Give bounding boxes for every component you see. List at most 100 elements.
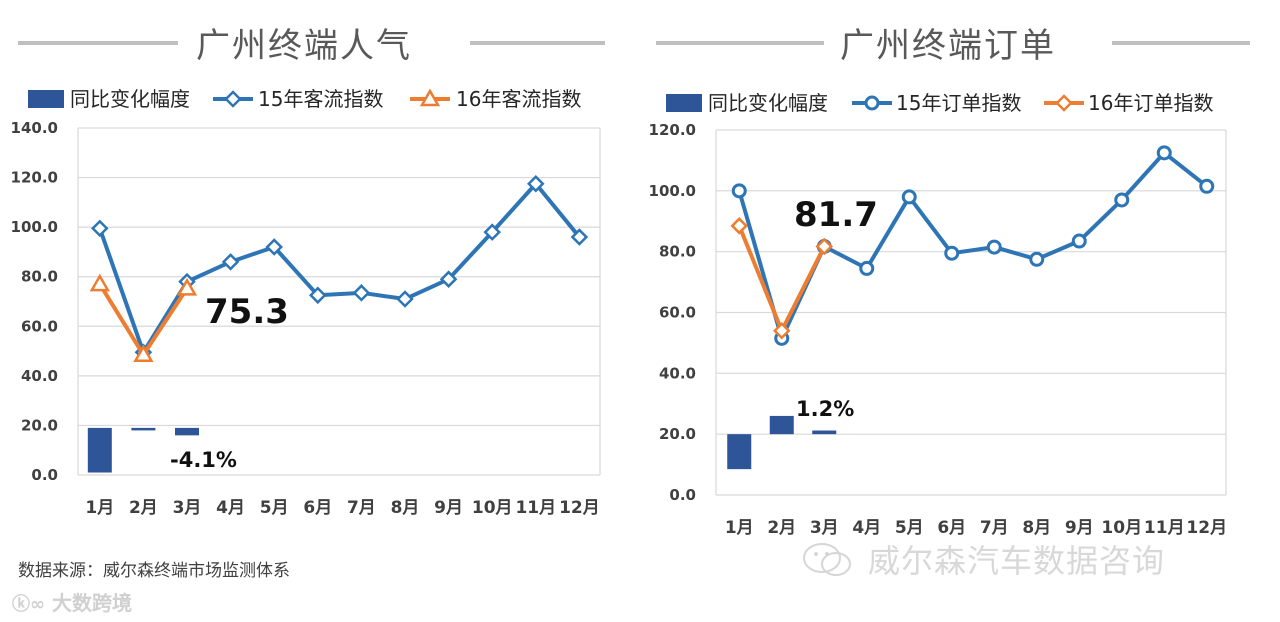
legend-series2-label: 16年订单指数	[1088, 91, 1213, 115]
y-tick-label: 40.0	[659, 364, 696, 382]
y-tick-label: 0.0	[31, 466, 58, 484]
wechat-icon	[803, 543, 851, 576]
x-tick-label: 10月	[472, 498, 513, 518]
chart1-callout-label: 75.3	[205, 292, 289, 332]
point-marker	[730, 217, 749, 235]
y-tick-label: 20.0	[659, 425, 696, 443]
x-tick-label: 1月	[725, 518, 754, 538]
x-tick-label: 8月	[1022, 518, 1051, 538]
point-marker	[439, 270, 458, 288]
legend-series2-marker	[1055, 94, 1073, 112]
series-line	[737, 150, 1208, 341]
chart2-plot: 0.0 20.0 40.0 60.0 80.0 100.0 120.0 1月 2月 3月 4月 5月 6…	[649, 121, 1228, 538]
point-marker	[309, 286, 327, 305]
watermark-right: 威尔森汽车数据咨询	[868, 542, 1166, 580]
y-tick-label: 40.0	[21, 367, 58, 385]
x-tick-label: 1月	[85, 498, 114, 518]
legend-series1-label: 15年客流指数	[258, 87, 383, 111]
chart1-legend: 同比变化幅度 15年客流指数 16年客流指数	[28, 87, 581, 111]
point-marker	[815, 237, 834, 256]
title-rule-right	[470, 41, 605, 45]
x-tick-label: 9月	[434, 498, 463, 518]
watermark-logo-icon: ⓚ∞	[12, 594, 45, 615]
data-source-note: 数据来源：威尔森终端市场监测体系	[18, 561, 290, 581]
y-tick-label: 100.0	[11, 218, 58, 236]
title-rule-left	[656, 41, 824, 45]
point-marker	[221, 253, 240, 271]
point-marker	[986, 239, 1002, 255]
x-tick-label: 11月	[515, 498, 556, 518]
chart2-callout-label: 81.7	[794, 195, 878, 235]
chart2-bar-label: 1.2%	[796, 397, 854, 421]
x-tick-label: 9月	[1065, 518, 1094, 538]
y-tick-label: 0.0	[669, 486, 696, 504]
series-line	[97, 181, 581, 355]
point-marker	[176, 277, 198, 296]
point-marker	[1071, 233, 1087, 249]
legend-series2-label: 16年客流指数	[456, 87, 581, 111]
point-marker	[570, 228, 589, 246]
watermark-left: ⓚ∞ 大数跨境	[12, 587, 132, 616]
y-tick-label: 120.0	[649, 121, 696, 139]
legend-series1-label: 15年订单指数	[896, 91, 1021, 115]
point-marker	[91, 219, 109, 238]
watermark-left-text: 大数跨境	[51, 591, 132, 615]
x-tick-label: 5月	[895, 518, 924, 538]
point-marker	[1114, 192, 1130, 208]
x-tick-label: 2月	[767, 518, 796, 538]
x-tick-label: 12月	[559, 498, 600, 518]
point-marker	[1199, 178, 1215, 194]
x-tick-label: 6月	[303, 498, 332, 518]
point-marker	[772, 321, 791, 340]
x-tick-label: 12月	[1186, 518, 1227, 538]
y-tick-label: 60.0	[659, 304, 696, 322]
bar	[87, 427, 112, 473]
title-rule-left	[18, 41, 178, 45]
chart2-legend: 同比变化幅度 15年订单指数 16年订单指数	[666, 91, 1213, 115]
x-tick-label: 7月	[980, 518, 1009, 538]
chart1-plot: 0.0 20.0 40.0 60.0 80.0 100.0 120.0 140.0 1月 2月 3月…	[11, 119, 601, 518]
point-marker	[396, 290, 414, 308]
bar	[812, 430, 837, 435]
point-marker	[527, 175, 545, 193]
point-marker	[859, 260, 875, 276]
point-marker	[352, 284, 371, 302]
chart1-bar-label: -4.1%	[170, 448, 237, 472]
y-tick-label: 120.0	[11, 169, 58, 187]
x-tick-label: 10月	[1101, 518, 1142, 538]
bar	[727, 434, 752, 470]
x-tick-label: 6月	[937, 518, 966, 538]
point-marker	[901, 189, 917, 205]
legend-bar-label: 同比变化幅度	[70, 87, 190, 111]
x-tick-label: 3月	[810, 518, 839, 538]
legend-series1-marker	[864, 95, 880, 111]
y-tick-label: 20.0	[21, 416, 58, 434]
bar	[175, 427, 199, 436]
title-rule-right	[1112, 41, 1250, 45]
point-marker	[1029, 251, 1045, 267]
y-tick-label: 60.0	[21, 317, 58, 335]
bar	[769, 415, 794, 435]
bar	[131, 427, 156, 431]
point-marker	[89, 273, 110, 292]
y-tick-label: 80.0	[21, 268, 58, 286]
x-tick-label: 2月	[129, 498, 158, 518]
point-marker	[731, 183, 747, 199]
x-tick-label: 7月	[347, 498, 376, 518]
y-tick-label: 140.0	[11, 119, 58, 137]
point-marker	[133, 344, 154, 363]
chart1-title: 广州终端人气	[196, 26, 412, 66]
point-marker	[944, 245, 960, 261]
x-tick-label: 11月	[1144, 518, 1185, 538]
legend-bar-swatch	[28, 90, 64, 108]
x-tick-label: 4月	[216, 498, 245, 518]
point-marker	[483, 223, 501, 241]
chart2-title: 广州终端订单	[840, 26, 1056, 66]
legend-series2-marker	[419, 88, 441, 107]
x-tick-label: 4月	[852, 518, 881, 538]
legend-bar-label: 同比变化幅度	[708, 91, 828, 115]
x-tick-label: 8月	[391, 498, 420, 518]
legend-series1-marker	[224, 90, 242, 108]
x-tick-label: 3月	[173, 498, 202, 518]
